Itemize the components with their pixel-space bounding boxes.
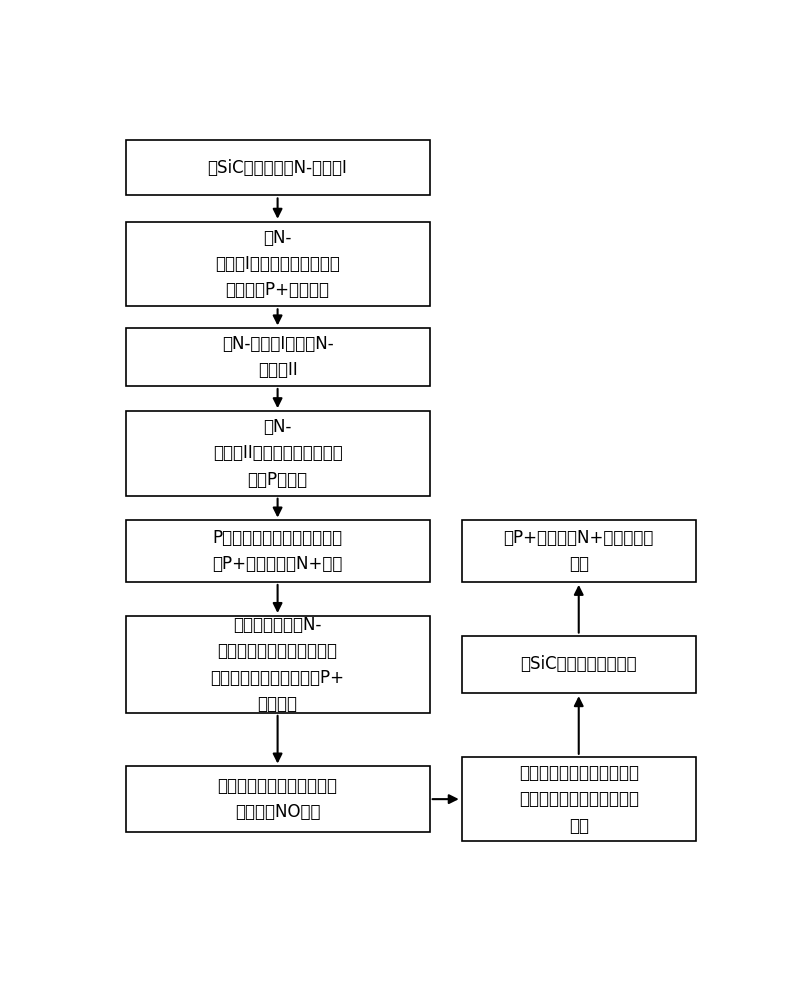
Text: 在栅介质上制作多晶硅介质
层，在多晶硅介质层上制备
栅极: 在栅介质上制作多晶硅介质 层，在多晶硅介质层上制备 栅极 xyxy=(519,764,639,835)
Text: 进行栅氧生长，形成栅介质
，并采用NO退火: 进行栅氧生长，形成栅介质 ，并采用NO退火 xyxy=(217,777,338,821)
Bar xyxy=(462,520,696,582)
Text: 在N-
外延层II的顶部通过离子注入
形成P型基区: 在N- 外延层II的顶部通过离子注入 形成P型基区 xyxy=(213,418,342,489)
Text: P型基区分别进行离子注入形
成P+欧姆接触及N+源区: P型基区分别进行离子注入形 成P+欧姆接触及N+源区 xyxy=(213,529,343,573)
Bar xyxy=(126,140,429,195)
Text: 在P+接触区和N+源区上制作
源极: 在P+接触区和N+源区上制作 源极 xyxy=(503,529,654,573)
Text: 高温退火后，对N-
外延层进行沟槽刻蚀，沟槽
的两个底角分别位于两个P+
型注入区: 高温退火后，对N- 外延层进行沟槽刻蚀，沟槽 的两个底角分别位于两个P+ 型注入… xyxy=(210,616,345,713)
Bar xyxy=(462,636,696,693)
Bar xyxy=(126,766,429,832)
Text: 在SiC衬底背面制作漏极: 在SiC衬底背面制作漏极 xyxy=(520,655,637,673)
Bar xyxy=(126,222,429,306)
Bar xyxy=(462,757,696,841)
Bar xyxy=(126,328,429,386)
Bar xyxy=(126,520,429,582)
Text: 在SiC衬底上制作N-外延层I: 在SiC衬底上制作N-外延层I xyxy=(208,159,348,177)
Bar xyxy=(126,411,429,496)
Text: 在N-外延层I上外延N-
外延层II: 在N-外延层I上外延N- 外延层II xyxy=(222,335,334,379)
Bar xyxy=(126,616,429,713)
Text: 在N-
外延层I的顶部通过离子注入
形成多个P+型注入区: 在N- 外延层I的顶部通过离子注入 形成多个P+型注入区 xyxy=(215,229,340,299)
